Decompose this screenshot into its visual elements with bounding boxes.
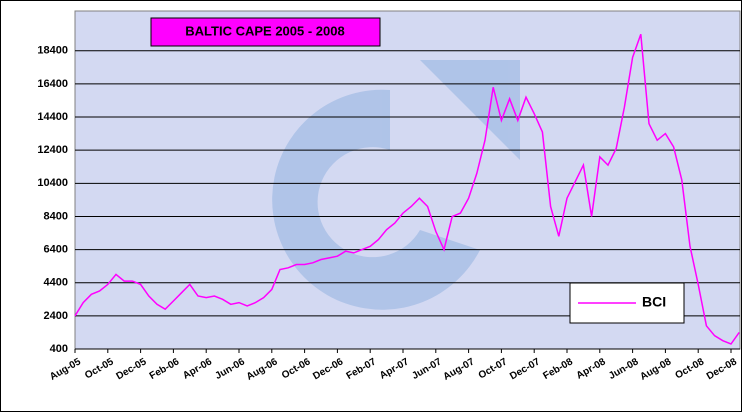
watermark bbox=[272, 60, 520, 310]
y-tick-label: 16400 bbox=[37, 78, 68, 90]
y-tick-label: 6400 bbox=[44, 243, 68, 255]
y-tick-label: 10400 bbox=[37, 177, 68, 189]
y-tick-label: 8400 bbox=[44, 210, 68, 222]
y-tick-label: 4400 bbox=[44, 277, 68, 289]
y-tick-label: 2400 bbox=[44, 310, 68, 322]
y-tick-label: 14400 bbox=[37, 111, 68, 123]
y-tick-label: 400 bbox=[50, 343, 68, 355]
title-box bbox=[150, 17, 381, 47]
legend-label: BCI bbox=[642, 294, 666, 310]
line-series bbox=[74, 33, 740, 345]
y-tick-label: 12400 bbox=[37, 144, 68, 156]
y-tick-label: 18400 bbox=[37, 45, 68, 57]
chart-title: BALTIC CAPE 2005 - 2008 bbox=[185, 23, 344, 38]
